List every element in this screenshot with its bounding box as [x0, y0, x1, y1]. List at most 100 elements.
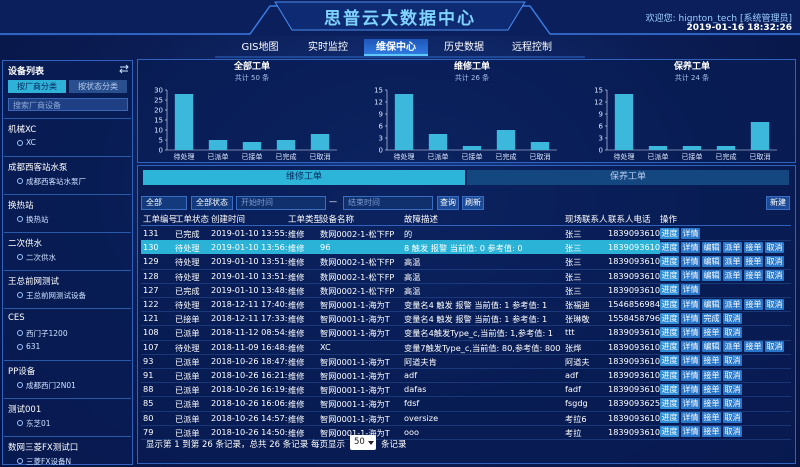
- tree-group[interactable]: 成都西客站水泵: [8, 163, 68, 173]
- action-button[interactable]: 进度: [660, 369, 679, 381]
- action-button[interactable]: 详情: [681, 241, 700, 253]
- action-button[interactable]: 接单: [702, 355, 721, 367]
- nav-item[interactable]: 历史数据: [444, 42, 484, 53]
- action-button[interactable]: 详情: [681, 227, 700, 239]
- create-button[interactable]: 新建: [766, 196, 790, 210]
- tree-group[interactable]: 王总前网测试: [8, 277, 60, 287]
- action-button[interactable]: 接单: [744, 255, 763, 267]
- action-button[interactable]: 进度: [660, 270, 679, 282]
- tree-node[interactable]: 成都西门2N01: [26, 381, 76, 390]
- query-button[interactable]: 查询: [437, 196, 459, 210]
- action-button[interactable]: 派单: [723, 270, 742, 282]
- action-button[interactable]: 取消: [723, 383, 742, 395]
- action-button[interactable]: 取消: [723, 412, 742, 424]
- nav-item[interactable]: GIS地图: [241, 42, 279, 53]
- tree-node[interactable]: XC: [26, 138, 36, 147]
- action-button[interactable]: 接单: [702, 369, 721, 381]
- action-button[interactable]: 编辑: [702, 298, 721, 310]
- action-button[interactable]: 详情: [681, 255, 700, 267]
- action-button[interactable]: 详情: [681, 284, 700, 296]
- action-button[interactable]: 进度: [660, 298, 679, 310]
- action-button[interactable]: 取消: [723, 397, 742, 409]
- table-tab[interactable]: 保养工单: [467, 170, 789, 185]
- action-button[interactable]: 接单: [744, 298, 763, 310]
- action-button[interactable]: 进度: [660, 241, 679, 253]
- action-button[interactable]: 详情: [681, 412, 700, 424]
- action-button[interactable]: 接单: [702, 426, 721, 438]
- action-button[interactable]: 接单: [702, 326, 721, 338]
- nav-item[interactable]: 维保中心: [364, 39, 428, 56]
- action-button[interactable]: 进度: [660, 326, 679, 338]
- tree-group[interactable]: 换热站: [8, 201, 34, 211]
- action-button[interactable]: 详情: [681, 369, 700, 381]
- action-button[interactable]: 派单: [723, 241, 742, 253]
- tree-node[interactable]: 三菱FX设备N: [26, 457, 72, 466]
- tree-node[interactable]: 成都西客站水泵厂: [26, 177, 86, 186]
- action-button[interactable]: 进度: [660, 426, 679, 438]
- action-button[interactable]: 接单: [702, 412, 721, 424]
- action-button[interactable]: 详情: [681, 383, 700, 395]
- action-button[interactable]: 完成: [702, 312, 721, 324]
- sidebar-tab[interactable]: 按状态分类: [69, 80, 127, 93]
- action-button[interactable]: 编辑: [702, 270, 721, 282]
- search-box[interactable]: 搜索厂商设备: [8, 98, 128, 111]
- action-button[interactable]: 进度: [660, 341, 679, 353]
- action-button[interactable]: 详情: [681, 312, 700, 324]
- action-button[interactable]: 编辑: [702, 241, 721, 253]
- action-button[interactable]: 取消: [765, 341, 784, 353]
- action-button[interactable]: 编辑: [702, 341, 721, 353]
- action-button[interactable]: 取消: [765, 270, 784, 282]
- tree-group[interactable]: 机械XC: [8, 125, 37, 135]
- action-button[interactable]: 取消: [723, 369, 742, 381]
- action-button[interactable]: 详情: [681, 270, 700, 282]
- tree-node[interactable]: 王总前网测试设备: [26, 291, 86, 300]
- action-button[interactable]: 进度: [660, 284, 679, 296]
- action-button[interactable]: 详情: [681, 298, 700, 310]
- action-button[interactable]: 详情: [681, 326, 700, 338]
- tree-group[interactable]: PP设备: [8, 367, 36, 377]
- action-button[interactable]: 进度: [660, 412, 679, 424]
- tree-node[interactable]: 二次供水: [26, 253, 56, 262]
- end-input[interactable]: 结束时间: [343, 196, 433, 210]
- action-button[interactable]: 取消: [723, 426, 742, 438]
- action-button[interactable]: 取消: [765, 241, 784, 253]
- action-button[interactable]: 编辑: [702, 255, 721, 267]
- tree-group[interactable]: CES: [8, 313, 25, 323]
- nav-item[interactable]: 远程控制: [512, 42, 552, 53]
- action-button[interactable]: 进度: [660, 355, 679, 367]
- action-button[interactable]: 派单: [723, 341, 742, 353]
- page-size-select[interactable]: 50: [350, 435, 376, 450]
- status-select[interactable]: 全部状态: [191, 196, 233, 210]
- tree-node[interactable]: 换热站: [26, 215, 49, 224]
- table-tab[interactable]: 维修工单: [143, 170, 465, 185]
- action-button[interactable]: 详情: [681, 341, 700, 353]
- type-select[interactable]: 全部: [141, 196, 187, 210]
- tree-node[interactable]: 631: [26, 342, 41, 351]
- tree-group[interactable]: 数网三菱FX测试口: [8, 443, 79, 453]
- action-button[interactable]: 接单: [744, 270, 763, 282]
- refresh-button[interactable]: 刷新: [462, 196, 484, 210]
- tree-node[interactable]: 西门子1200: [26, 329, 68, 338]
- action-button[interactable]: 详情: [681, 397, 700, 409]
- action-button[interactable]: 取消: [723, 326, 742, 338]
- tree-group[interactable]: 二次供水: [8, 239, 43, 249]
- action-button[interactable]: 取消: [765, 255, 784, 267]
- action-button[interactable]: 详情: [681, 355, 700, 367]
- nav-item[interactable]: 实时监控: [308, 42, 348, 53]
- start-input[interactable]: 开始时间: [236, 196, 326, 210]
- tree-node[interactable]: 东芝01: [26, 419, 51, 428]
- tree-group[interactable]: 测试001: [8, 405, 42, 415]
- action-button[interactable]: 进度: [660, 397, 679, 409]
- action-button[interactable]: 进度: [660, 255, 679, 267]
- action-button[interactable]: 接单: [702, 397, 721, 409]
- action-button[interactable]: 进度: [660, 383, 679, 395]
- swap-icon[interactable]: [119, 64, 129, 74]
- sidebar-tab[interactable]: 按厂商分类: [8, 80, 66, 93]
- action-button[interactable]: 接单: [744, 241, 763, 253]
- action-button[interactable]: 取消: [723, 355, 742, 367]
- action-button[interactable]: 进度: [660, 312, 679, 324]
- action-button[interactable]: 取消: [723, 312, 742, 324]
- action-button[interactable]: 取消: [765, 298, 784, 310]
- action-button[interactable]: 派单: [723, 255, 742, 267]
- action-button[interactable]: 详情: [681, 426, 700, 438]
